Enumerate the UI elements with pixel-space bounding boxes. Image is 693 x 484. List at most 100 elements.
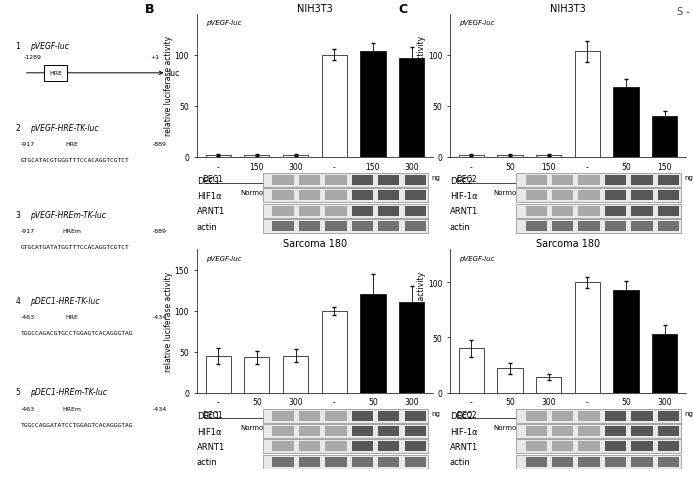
Bar <box>652 334 677 393</box>
Bar <box>579 426 599 436</box>
Bar <box>263 220 428 234</box>
Text: Hypoxia: Hypoxia <box>359 424 387 430</box>
Bar <box>658 441 679 452</box>
Bar <box>658 191 679 201</box>
Bar <box>579 191 599 201</box>
Bar <box>579 176 599 185</box>
Bar <box>299 457 320 467</box>
Text: HIF1α: HIF1α <box>197 192 221 200</box>
Text: DEC2: DEC2 <box>456 410 476 419</box>
Bar <box>378 411 399 421</box>
Bar <box>552 441 573 452</box>
Bar <box>516 439 681 454</box>
Text: -917: -917 <box>21 228 35 233</box>
Bar <box>299 441 320 452</box>
Text: ARNT1: ARNT1 <box>197 207 225 216</box>
Bar <box>378 457 399 467</box>
Y-axis label: relative luciferase activity: relative luciferase activity <box>164 271 173 371</box>
Bar <box>272 457 294 467</box>
Text: DEC1: DEC1 <box>197 411 220 420</box>
Bar <box>658 206 679 216</box>
Text: Normoxia: Normoxia <box>240 424 274 430</box>
Bar <box>605 222 626 232</box>
Bar <box>552 457 573 467</box>
Text: ARNT1: ARNT1 <box>450 442 478 451</box>
Bar <box>579 222 599 232</box>
Bar <box>352 441 373 452</box>
Text: TGGCCAGACGTGCCTGGAGTCACAGGGTAG: TGGCCAGACGTGCCTGGAGTCACAGGGTAG <box>21 331 133 336</box>
Text: ng: ng <box>684 410 693 416</box>
Text: pVEGF-luc: pVEGF-luc <box>207 20 242 26</box>
Text: Hypoxia: Hypoxia <box>612 189 640 195</box>
Bar <box>631 426 653 436</box>
Text: ng: ng <box>684 175 693 181</box>
Bar <box>322 311 346 393</box>
Bar <box>605 441 626 452</box>
Bar <box>658 426 679 436</box>
Bar <box>525 191 547 201</box>
Title: Sarcoma 180: Sarcoma 180 <box>283 239 347 249</box>
Title: NIH3T3: NIH3T3 <box>297 4 333 14</box>
Bar <box>244 156 270 158</box>
Bar <box>605 426 626 436</box>
Bar <box>299 206 320 216</box>
Text: DEC1: DEC1 <box>197 176 220 185</box>
Text: Normoxia: Normoxia <box>240 189 274 195</box>
Bar <box>399 59 424 158</box>
Bar <box>536 156 561 158</box>
Bar <box>405 411 426 421</box>
Text: actin: actin <box>450 222 471 231</box>
Bar <box>516 455 681 469</box>
Text: -434: -434 <box>152 315 166 320</box>
Text: -889: -889 <box>152 142 166 147</box>
Text: Hypoxia: Hypoxia <box>359 189 387 195</box>
Title: Sarcoma 180: Sarcoma 180 <box>536 239 600 249</box>
Bar <box>631 206 653 216</box>
Text: Normoxia: Normoxia <box>493 189 527 195</box>
Bar <box>299 426 320 436</box>
Bar <box>658 411 679 421</box>
Bar <box>299 411 320 421</box>
Bar <box>498 369 523 393</box>
Text: -463: -463 <box>21 406 35 411</box>
Text: actin: actin <box>450 457 471 466</box>
Bar <box>325 191 346 201</box>
Bar <box>579 441 599 452</box>
Bar <box>272 222 294 232</box>
Text: GTGCATACGTGGGTTTCCACAGGTCGTCT: GTGCATACGTGGGTTTCCACAGGTCGTCT <box>21 158 130 163</box>
Text: -434: -434 <box>152 406 166 411</box>
Bar <box>352 222 373 232</box>
Bar <box>552 222 573 232</box>
Bar <box>322 55 346 158</box>
Bar <box>272 411 294 421</box>
Bar <box>516 174 681 188</box>
Text: ARNT1: ARNT1 <box>450 207 478 216</box>
Bar <box>631 176 653 185</box>
Bar <box>631 222 653 232</box>
Bar <box>516 204 681 218</box>
Text: actin: actin <box>197 222 218 231</box>
Text: ARNT1: ARNT1 <box>197 442 225 451</box>
Text: 2: 2 <box>15 124 20 133</box>
Text: +1: +1 <box>151 55 160 60</box>
Bar <box>272 191 294 201</box>
Text: -463: -463 <box>21 315 35 320</box>
Text: 4: 4 <box>15 297 20 305</box>
Bar <box>525 441 547 452</box>
Bar <box>631 457 653 467</box>
Text: pVEGF-luc: pVEGF-luc <box>207 256 242 261</box>
Text: 1: 1 <box>15 42 20 51</box>
Bar <box>605 206 626 216</box>
Bar <box>378 222 399 232</box>
Bar <box>405 426 426 436</box>
Bar <box>574 52 600 158</box>
Bar <box>516 409 681 423</box>
Text: -889: -889 <box>152 228 166 233</box>
Text: DEC2: DEC2 <box>450 176 473 185</box>
Bar <box>325 176 346 185</box>
Bar <box>459 156 484 158</box>
Bar <box>516 189 681 203</box>
Text: pVEGF-luc: pVEGF-luc <box>459 20 495 26</box>
Bar <box>525 457 547 467</box>
Title: NIH3T3: NIH3T3 <box>550 4 586 14</box>
